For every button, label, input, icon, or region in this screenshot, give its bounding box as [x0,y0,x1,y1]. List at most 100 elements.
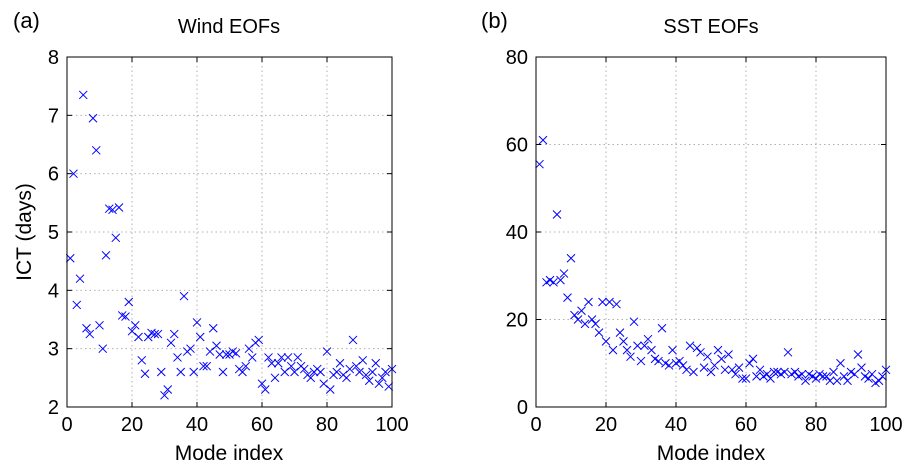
panel-a-point-69 [286,361,296,371]
panel-a-point-55 [241,361,251,371]
panel-b-x-tick-label-4: 80 [805,414,827,436]
panel-a-point-59 [254,335,264,345]
panel-b-title: SST EOFs [663,16,758,38]
panel-a-grid [67,57,392,407]
panel-a-point-49 [221,350,231,359]
panel-b-point-99 [878,372,887,381]
panel-b-point-82 [818,372,828,381]
panel-a-point-11 [98,344,108,354]
panel-a-point-88 [348,335,358,345]
panel-a-point-33 [169,329,179,339]
panel-b-point-52 [713,345,723,355]
panel-b-point-44 [685,341,695,351]
panel-a-point-39 [189,367,199,377]
panel-a-x-tick-label-1: 20 [121,414,143,436]
panel-b-point-51 [710,361,719,370]
panel-b-point-24 [615,328,625,337]
panel-a-x-axis-label: Mode index [175,442,284,465]
panel-a-point-40 [192,318,202,327]
panel-b-point-86 [832,376,842,386]
panel-a-y-tick-label-2: 4 [48,280,59,302]
panel-a-point-1 [65,253,75,263]
panel-b-point-71 [780,367,789,377]
panel-b-point-80 [811,374,821,383]
panel-a-point-41 [195,332,205,342]
panel-a-point-94 [368,367,377,377]
panel-a-point-60 [257,379,267,389]
panel-a-point-2 [69,169,78,179]
panel-b-point-62 [748,354,758,364]
panel-b-x-tick-label-0: 0 [530,414,541,436]
panel-a-x-tick-label-0: 0 [61,414,72,436]
panel-a-label: (a) [13,8,40,33]
panel-a-point-28 [153,329,163,339]
panel-a-point-5 [78,90,88,100]
panel-b-point-53 [717,354,726,364]
panel-b-point-21 [605,297,614,307]
panel-a-point-23 [137,355,147,365]
panel-a-x-tick-label-2: 40 [186,414,208,436]
panel-b-point-26 [622,345,632,355]
panel-a-point-10 [95,320,104,330]
panel-a-point-46 [212,341,221,351]
panel-b-ticks: 0 20 40 60 80 100 0 20 40 60 80 [506,47,903,436]
panel-b-point-49 [703,352,712,362]
panel-b-point-7 [556,275,565,285]
panel-a-point-7 [85,329,95,339]
panel-b-point-60 [741,374,751,383]
panel-a-point-6 [82,323,91,333]
panel-b-grid [536,57,886,407]
panel-b-point-77 [801,376,810,386]
panel-a-point-86 [342,373,351,383]
panel-a-point-31 [163,385,173,394]
panel-a-x-tick-label-4: 80 [316,414,338,436]
panel-a-point-15 [111,233,121,243]
panel-b-point-66 [762,369,772,379]
panel-a-point-19 [124,297,134,307]
panel-a-point-29 [156,367,166,377]
panel-a-point-42 [199,361,208,371]
panel-a-y-tick-label-5: 7 [48,105,59,127]
panel-a-point-30 [160,390,169,400]
panel-b-point-46 [692,343,702,353]
panel-a-point-32 [166,338,176,348]
panel-a-y-tick-label-3: 5 [48,222,59,244]
panel-b-point-56 [727,365,737,375]
panel-b-point-74 [790,367,800,377]
panel-a-point-18 [121,312,130,321]
panel-b-point-43 [682,365,691,375]
panel-b-point-14 [580,319,590,329]
panel-b-point-1 [535,159,544,169]
panel-b-point-8 [559,269,569,278]
panel-b-x-tick-label-1: 20 [595,414,617,436]
panel-b-point-84 [825,376,835,386]
panel-a-point-35 [176,367,186,377]
panel-b-point-96 [867,369,877,379]
panel-b-point-28 [629,317,639,327]
panel-b-y-tick-label-1: 20 [506,310,528,332]
panel-a-x-tick-label-3: 60 [251,414,273,436]
panel-b-point-88 [839,372,849,381]
panel-a-y-tick-label-0: 2 [48,397,59,419]
panel-a-point-63 [267,358,277,368]
panel-b-y-tick-label-2: 40 [506,222,528,244]
panel-a-title: Wind EOFs [178,16,280,38]
panel-a-point-57 [247,353,257,362]
panel-a-point-45 [208,323,218,333]
panel-b-point-39 [668,345,677,355]
panel-b-point-85 [829,367,838,377]
panel-b-point-55 [724,350,733,359]
panel-b-point-68 [769,367,779,377]
panel-a-point-64 [270,373,280,383]
panel-a-point-87 [345,364,355,374]
panel-a-point-14 [108,205,117,215]
panel-a-point-16 [114,203,124,212]
panel-a-point-47 [215,350,225,359]
panel-a-point-25 [143,332,153,342]
panel-b-point-48 [699,363,709,372]
panel-b-point-93 [857,363,866,372]
panel-b-point-6 [552,210,562,219]
panel-b-point-15 [584,297,593,307]
panel-a-point-96 [374,379,384,389]
panel-a-x-tick-label-5: 100 [375,414,408,436]
